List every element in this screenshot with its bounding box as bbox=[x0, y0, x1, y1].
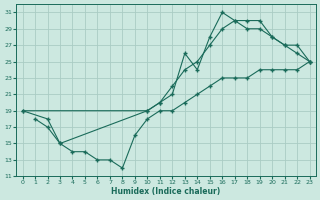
X-axis label: Humidex (Indice chaleur): Humidex (Indice chaleur) bbox=[111, 187, 221, 196]
